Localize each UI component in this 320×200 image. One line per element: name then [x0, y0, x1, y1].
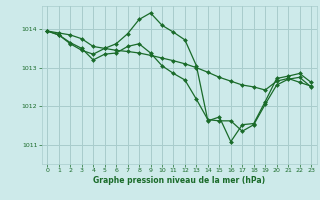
X-axis label: Graphe pression niveau de la mer (hPa): Graphe pression niveau de la mer (hPa) [93, 176, 265, 185]
